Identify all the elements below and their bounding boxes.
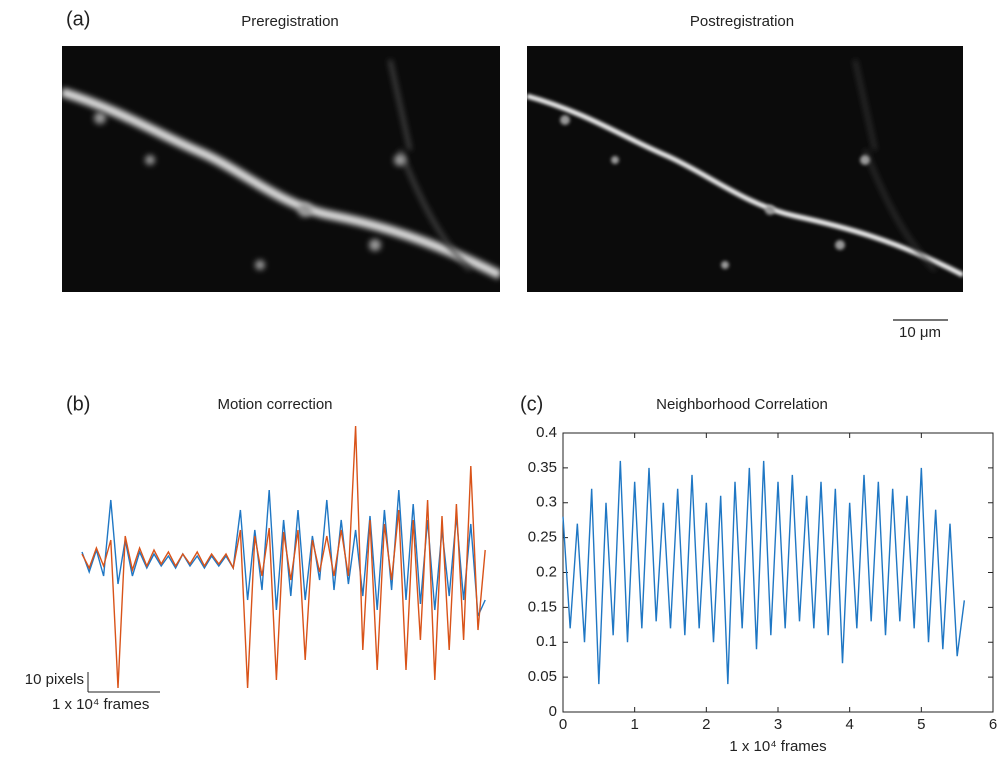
x-tick-label: 3 (774, 716, 782, 733)
chart-title: Neighborhood Correlation (656, 396, 828, 413)
image-title: Preregistration (241, 13, 339, 30)
x-tick-label: 2 (702, 716, 710, 733)
trace (562, 460, 966, 685)
trace (81, 489, 486, 617)
y-tick-label: 0.05 (528, 668, 557, 685)
x-axis-label: 1 x 10⁴ frames (729, 738, 826, 755)
chart-title: Motion correction (217, 396, 332, 413)
image-post (527, 46, 963, 292)
image-title: Postregistration (690, 13, 794, 30)
y-tick-label: 0.3 (536, 494, 557, 511)
y-tick-label: 0.4 (536, 424, 557, 441)
trace (81, 425, 486, 689)
y-tick-label: 0.15 (528, 598, 557, 615)
image-pre (62, 46, 500, 292)
panel-label: (a) (66, 8, 90, 30)
y-tick-label: 0.2 (536, 563, 557, 580)
panel-label: (c) (520, 393, 543, 415)
x-tick-label: 1 (630, 716, 638, 733)
panel-label: (b) (66, 393, 90, 415)
scale-label: 10 μm (899, 324, 941, 341)
y-tick-label: 0.35 (528, 459, 557, 476)
y-tick-label: 0.25 (528, 529, 557, 546)
scale-label: 1 x 10⁴ frames (52, 696, 149, 713)
y-tick-label: 0 (549, 703, 557, 720)
plot-frame (562, 432, 994, 713)
scale-label: 10 pixels (25, 671, 84, 688)
x-tick-label: 0 (559, 716, 567, 733)
x-tick-label: 4 (845, 716, 853, 733)
x-tick-label: 6 (989, 716, 997, 733)
x-tick-label: 5 (917, 716, 925, 733)
y-tick-label: 0.1 (536, 633, 557, 650)
